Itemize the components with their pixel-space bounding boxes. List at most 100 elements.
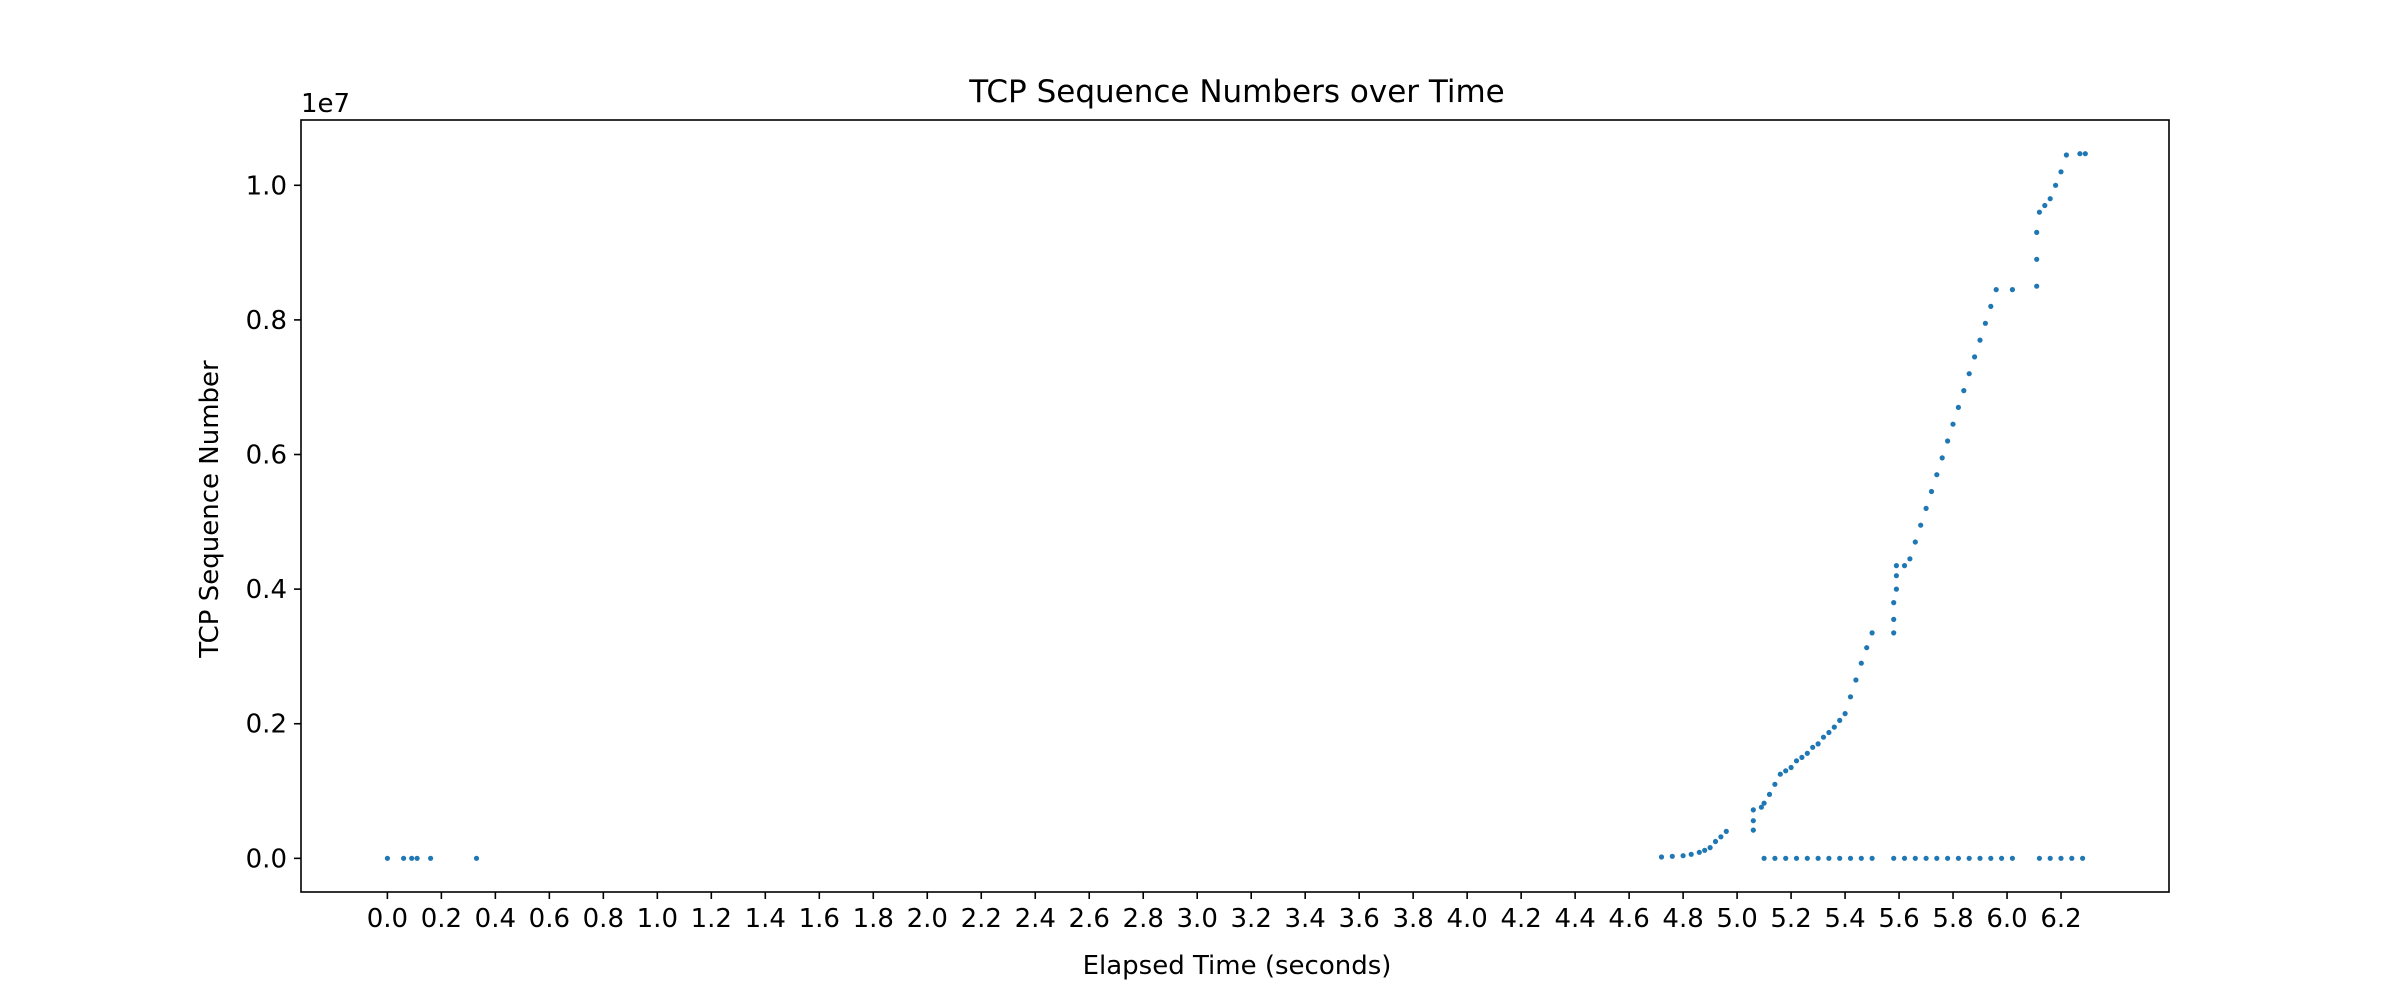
data-point: [1934, 855, 1940, 861]
data-point: [2058, 169, 2064, 175]
y-axis-label: TCP Sequence Number: [195, 360, 225, 659]
data-point: [1831, 724, 1837, 730]
x-tick-label: 4.0: [1446, 904, 1487, 934]
x-tick-label: 4.8: [1662, 904, 1703, 934]
data-point: [1718, 834, 1724, 840]
data-point: [1893, 563, 1899, 569]
x-tick-label: 4.6: [1608, 904, 1649, 934]
data-point: [1966, 855, 1972, 861]
y-axis: 0.0 0.2 0.4 0.6 0.8 1.0: [246, 171, 301, 874]
data-point: [2036, 855, 2042, 861]
x-tick-label: 3.6: [1338, 904, 1379, 934]
x-tick-label: 6.0: [1986, 904, 2027, 934]
data-point: [1793, 855, 1800, 861]
data-point: [2082, 151, 2088, 157]
data-point: [1977, 337, 1983, 343]
data-point: [1945, 855, 1951, 861]
plot-frame: [300, 119, 2170, 893]
y-tick-label: 1.0: [246, 171, 287, 201]
data-point: [428, 855, 434, 861]
data-point: [1712, 838, 1719, 845]
data-point: [384, 855, 390, 861]
scatter-points: [384, 151, 2088, 861]
x-tick-label: 2.4: [1015, 904, 1056, 934]
x-tick-label: 0.6: [529, 904, 570, 934]
data-point: [1750, 827, 1756, 833]
data-point: [1658, 854, 1665, 860]
x-tick-label: 5.2: [1770, 904, 1811, 934]
data-point: [2034, 256, 2040, 262]
data-point: [1696, 849, 1702, 855]
data-point: [2053, 182, 2059, 188]
data-point: [2063, 152, 2069, 158]
y-tick-label: 0.6: [246, 441, 287, 471]
data-point: [1707, 845, 1713, 851]
x-tick-label: 1.8: [853, 904, 894, 934]
data-point: [1869, 630, 1875, 636]
plot-area: 0.0 0.2 0.4 0.6 0.8 1.0 1.2 1.4 1.6 1.8 2.0 2.2 2.4 2…: [246, 119, 2170, 934]
data-point: [1982, 320, 1988, 326]
data-point: [1891, 855, 1897, 861]
data-point: [1923, 505, 1929, 511]
y-tick-label: 0.0: [246, 844, 287, 874]
data-point: [1955, 855, 1961, 861]
x-axis-label: Elapsed Time (seconds): [1083, 951, 1392, 981]
data-point: [1988, 303, 1994, 309]
data-point: [1804, 750, 1810, 756]
x-tick-label: 5.4: [1824, 904, 1865, 934]
data-point: [1988, 855, 1994, 861]
data-point: [1799, 754, 1805, 761]
data-point: [1912, 539, 1918, 545]
data-point: [1891, 600, 1897, 606]
data-point: [1688, 851, 1694, 857]
x-tick-label: 2.2: [961, 904, 1002, 934]
data-point: [1777, 771, 1783, 777]
data-point: [1702, 847, 1708, 853]
data-point: [2009, 287, 2015, 293]
data-point: [2069, 855, 2075, 861]
data-point: [1853, 677, 1859, 683]
data-point: [1934, 472, 1940, 478]
x-tick-label: 5.0: [1716, 904, 1757, 934]
data-point: [2009, 855, 2015, 861]
data-point: [1993, 287, 1999, 293]
data-point: [1820, 734, 1827, 740]
x-tick-label: 2.0: [907, 904, 948, 934]
data-point: [1788, 764, 1794, 771]
data-point: [1750, 807, 1756, 813]
data-point: [1804, 855, 1810, 861]
data-point: [1923, 855, 1929, 861]
data-point: [2077, 151, 2083, 157]
x-tick-label: 0.8: [583, 904, 624, 934]
data-point: [1918, 522, 1924, 528]
y-tick-label: 0.2: [246, 710, 287, 740]
data-point: [1864, 645, 1870, 651]
x-tick-label: 0.0: [367, 904, 408, 934]
data-point: [2047, 855, 2053, 861]
data-point: [1858, 855, 1864, 861]
data-point: [1761, 855, 1767, 861]
data-point: [1723, 828, 1729, 835]
y-axis-offset-text: 1e7: [301, 89, 350, 119]
data-point: [1901, 563, 1908, 569]
data-point: [1761, 800, 1767, 806]
data-point: [1815, 855, 1821, 861]
data-point: [1999, 855, 2005, 861]
data-point: [2047, 196, 2053, 202]
data-point: [1847, 694, 1854, 700]
data-point: [473, 855, 480, 861]
data-point: [1907, 556, 1913, 562]
data-point: [1858, 660, 1864, 666]
data-point: [1955, 404, 1961, 410]
data-point: [1772, 855, 1778, 861]
data-point: [1950, 421, 1956, 427]
x-tick-label: 3.2: [1231, 904, 1272, 934]
data-point: [1837, 717, 1843, 724]
data-point: [1766, 791, 1773, 798]
data-point: [1680, 853, 1686, 859]
x-tick-label: 3.8: [1392, 904, 1433, 934]
data-point: [414, 855, 420, 861]
data-point: [1893, 573, 1899, 579]
data-point: [1939, 455, 1945, 461]
data-point: [2034, 229, 2040, 235]
